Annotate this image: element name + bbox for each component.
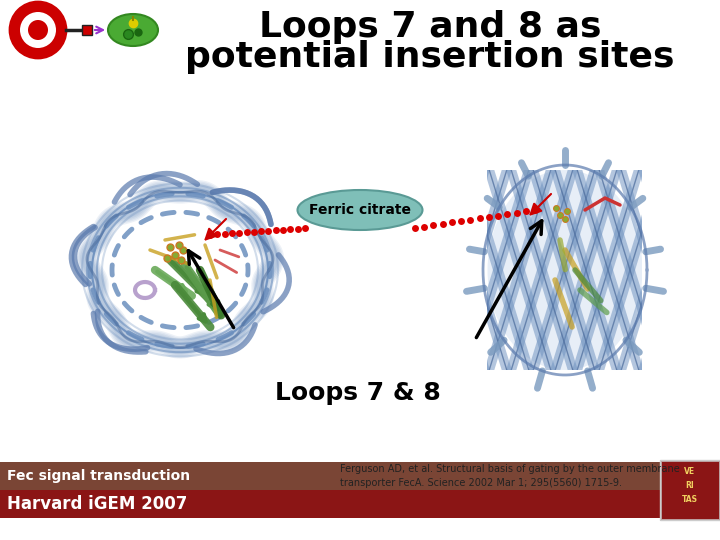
Bar — [642, 70, 720, 470]
Bar — [410, 20, 720, 170]
Text: Fec signal transduction: Fec signal transduction — [7, 469, 190, 483]
Circle shape — [20, 12, 56, 48]
Bar — [410, 370, 720, 520]
Bar — [337, 70, 487, 470]
Text: Loops 7 and 8 as: Loops 7 and 8 as — [258, 10, 601, 44]
Text: Ferric citrate: Ferric citrate — [309, 203, 411, 217]
Text: TAS: TAS — [682, 496, 698, 504]
Bar — [0, 462, 660, 490]
Text: Loops 7 & 8: Loops 7 & 8 — [275, 381, 441, 405]
Ellipse shape — [108, 14, 158, 46]
Ellipse shape — [297, 190, 423, 230]
Text: Ferguson AD, et al. Structural basis of gating by the outer membrane
transporter: Ferguson AD, et al. Structural basis of … — [340, 464, 680, 488]
Ellipse shape — [487, 170, 642, 370]
Bar — [0, 490, 660, 518]
Text: RI: RI — [685, 482, 694, 490]
Bar — [82, 25, 92, 35]
Bar — [660, 460, 720, 520]
Circle shape — [10, 2, 66, 58]
Text: VE: VE — [685, 468, 696, 476]
Bar — [661, 461, 719, 519]
Circle shape — [28, 20, 48, 40]
Text: potential insertion sites: potential insertion sites — [185, 40, 675, 74]
Text: Harvard iGEM 2007: Harvard iGEM 2007 — [7, 495, 187, 513]
